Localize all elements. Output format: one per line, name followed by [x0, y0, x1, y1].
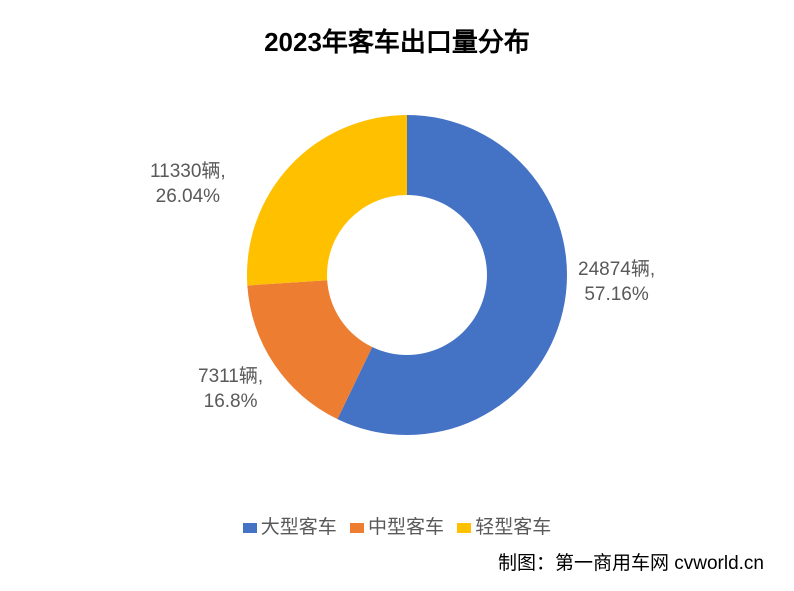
slice-label-0-line1: 24874辆, — [578, 259, 655, 280]
legend-marker-2 — [457, 523, 471, 533]
chart-container: 2023年客车出口量分布 24874辆, 57.16% 7311辆, 16.8%… — [0, 0, 794, 591]
donut-svg — [247, 115, 567, 435]
slice-label-0: 24874辆, 57.16% — [578, 258, 655, 307]
credit-text: 制图：第一商用车网 cvworld.cn — [498, 548, 764, 575]
legend-text-2: 轻型客车 — [475, 517, 551, 538]
chart-title: 2023年客车出口量分布 — [0, 22, 794, 59]
slice-label-2: 11330辆, 26.04% — [150, 160, 226, 209]
legend-text-1: 中型客车 — [368, 517, 444, 538]
legend-marker-0 — [243, 523, 257, 533]
donut-chart — [247, 115, 567, 435]
legend-item-0: 大型客车 — [243, 512, 337, 539]
donut-slice-2 — [247, 115, 407, 285]
legend-marker-1 — [350, 523, 364, 533]
legend-text-0: 大型客车 — [261, 517, 337, 538]
legend-item-2: 轻型客车 — [457, 512, 551, 539]
slice-label-2-line1: 11330辆, — [150, 161, 226, 182]
slice-label-0-line2: 57.16% — [584, 284, 648, 305]
slice-label-1-line1: 7311辆, — [198, 366, 263, 387]
slice-label-1-line2: 16.8% — [204, 391, 258, 412]
legend: 大型客车 中型客车 轻型客车 — [0, 512, 794, 539]
legend-item-1: 中型客车 — [350, 512, 444, 539]
slice-label-1: 7311辆, 16.8% — [198, 365, 263, 414]
slice-label-2-line2: 26.04% — [156, 186, 220, 207]
